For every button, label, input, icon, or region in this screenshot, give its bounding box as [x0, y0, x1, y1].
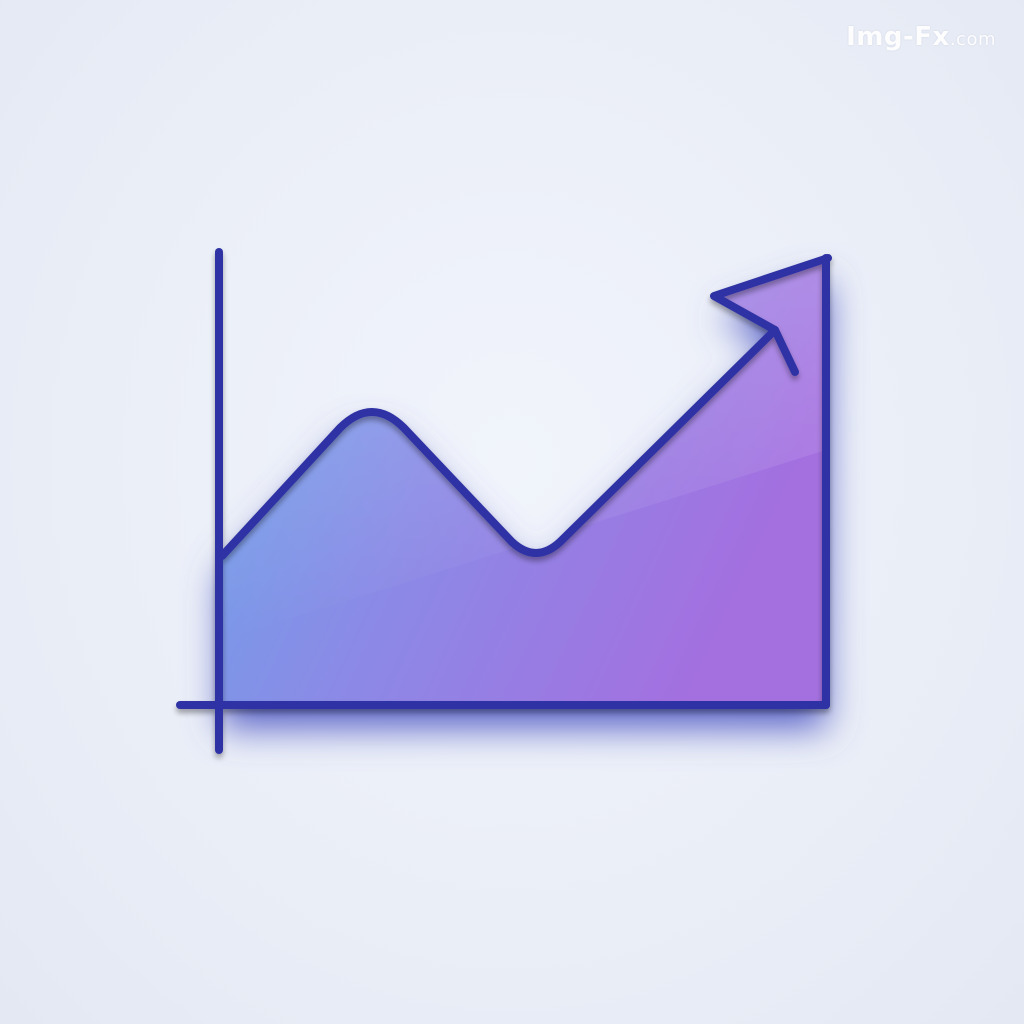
- watermark-brand: Img-Fx: [846, 22, 950, 52]
- watermark-tld: .com: [949, 29, 996, 50]
- arrow-head-icon: [710, 254, 832, 376]
- watermark-logo: Img-Fx.com: [846, 22, 996, 52]
- chart-area-fill: [222, 258, 828, 706]
- trend-line: [218, 326, 779, 560]
